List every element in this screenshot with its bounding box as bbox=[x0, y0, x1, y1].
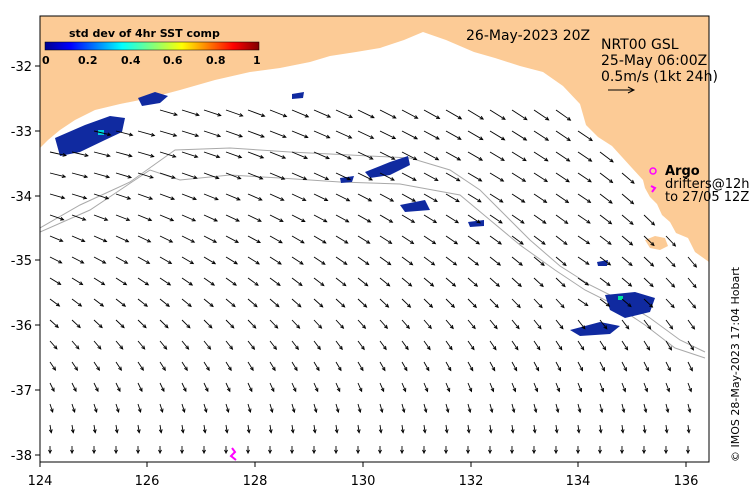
drifters-period-label: to 27/05 12Z bbox=[665, 190, 749, 205]
drifters-label: drifters@12h bbox=[665, 177, 750, 192]
colorbar-tick: 0 bbox=[42, 54, 50, 67]
y-tick-label: -33 bbox=[11, 125, 32, 140]
colorbar-tick: 0.4 bbox=[121, 54, 141, 67]
land-mass bbox=[40, 16, 709, 262]
current-vector-field bbox=[48, 109, 698, 455]
colorbar-tick: 0.2 bbox=[78, 54, 98, 67]
x-tick-label: 136 bbox=[674, 474, 699, 489]
y-tick-label: -38 bbox=[11, 449, 32, 464]
product-time-label: 25-May 06:00Z bbox=[601, 53, 707, 69]
map-frame bbox=[39, 15, 710, 463]
colorbar-tick: 0.6 bbox=[163, 54, 183, 67]
x-tick-label: 124 bbox=[28, 474, 53, 489]
colorbar-tick: 0.8 bbox=[206, 54, 226, 67]
argo-float-marker bbox=[649, 167, 657, 175]
kangaroo-island bbox=[645, 236, 668, 250]
sst-hotspot bbox=[618, 296, 623, 300]
drifter-track bbox=[650, 185, 657, 193]
y-tick-label: -37 bbox=[11, 384, 32, 399]
drifter-track bbox=[229, 447, 237, 461]
colorbar-gradient bbox=[44, 41, 260, 51]
credit-label: © IMOS 28-May-2023 17:04 Hobart bbox=[729, 266, 742, 462]
axis-ticks bbox=[35, 65, 687, 467]
y-tick-label: -35 bbox=[11, 254, 32, 269]
x-tick-label: 126 bbox=[135, 474, 160, 489]
colorbar-title: std dev of 4hr SST comp bbox=[69, 27, 220, 40]
colorbar: std dev of 4hr SST comp 0 0.2 0.4 0.6 0.… bbox=[42, 27, 261, 67]
product-label: NRT00 GSL bbox=[601, 37, 679, 53]
sst-anomaly-patches bbox=[55, 92, 655, 336]
x-tick-label: 130 bbox=[351, 474, 376, 489]
y-tick-label: -34 bbox=[11, 190, 32, 205]
argo-label: Argo bbox=[665, 164, 700, 179]
colorbar-tick: 1 bbox=[253, 54, 261, 67]
scale-label: 0.5m/s (1kt 24h) bbox=[601, 69, 718, 85]
x-tick-label: 128 bbox=[243, 474, 268, 489]
y-tick-label: -36 bbox=[11, 319, 32, 334]
scale-arrow bbox=[608, 86, 636, 94]
map-date-label: 26-May-2023 20Z bbox=[466, 28, 590, 44]
y-tick-label: -32 bbox=[11, 60, 32, 75]
x-tick-label: 132 bbox=[459, 474, 484, 489]
x-tick-label: 134 bbox=[566, 474, 591, 489]
